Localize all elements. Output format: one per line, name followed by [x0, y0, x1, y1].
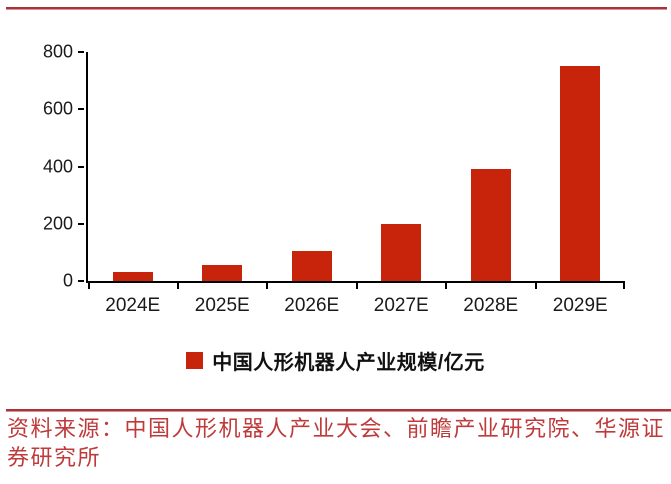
- y-axis-tick: [78, 165, 84, 168]
- x-axis-label-2024E: 2024E: [105, 295, 161, 316]
- bar-2026E: [291, 250, 332, 281]
- bar-2025E: [202, 265, 243, 281]
- x-axis-tick: [445, 281, 447, 289]
- legend-swatch-icon: [186, 352, 204, 369]
- bar-2029E: [560, 66, 601, 281]
- x-axis-label-2026E: 2026E: [284, 295, 340, 316]
- bar-2028E: [470, 169, 511, 281]
- x-axis-tick: [266, 281, 268, 289]
- y-axis-tick-label: 200: [42, 213, 73, 234]
- y-axis-tick: [78, 280, 84, 282]
- y-axis-tick-label: 0: [62, 270, 73, 291]
- x-axis-tick: [534, 281, 537, 289]
- legend: 中国人形机器人产业规模/亿元: [0, 346, 671, 375]
- source-note: 资料来源：中国人形机器人产业大会、前瞻产业研究院、华源证券研究所: [7, 416, 666, 470]
- bar-2024E: [112, 272, 153, 281]
- bar-2027E: [381, 223, 422, 281]
- y-axis-tick: [78, 222, 84, 225]
- x-axis-tick: [88, 281, 90, 289]
- x-axis-tick: [176, 281, 179, 289]
- x-axis-tick: [355, 281, 358, 289]
- y-axis-tick-label: 800: [42, 41, 73, 62]
- x-axis-label-2025E: 2025E: [194, 295, 250, 316]
- plot-area: 0 200 400 600 800 2024E 2025E 2026E 2027E 2028E 20…: [43, 42, 625, 316]
- x-axis-tick: [623, 281, 625, 289]
- legend-label: 中国人形机器人产业规模/亿元: [212, 352, 485, 374]
- y-axis-tick: [78, 108, 84, 111]
- footer-divider: [6, 409, 671, 412]
- y-axis-tick-label: 400: [42, 156, 73, 176]
- y-axis-tick: [78, 51, 84, 53]
- x-axis-label-2029E: 2029E: [552, 295, 608, 316]
- y-axis-tick-label: 600: [42, 98, 73, 119]
- x-axis-label-2028E: 2028E: [463, 295, 519, 316]
- top-rule: [6, 7, 667, 10]
- x-axis-label-2027E: 2027E: [373, 295, 429, 316]
